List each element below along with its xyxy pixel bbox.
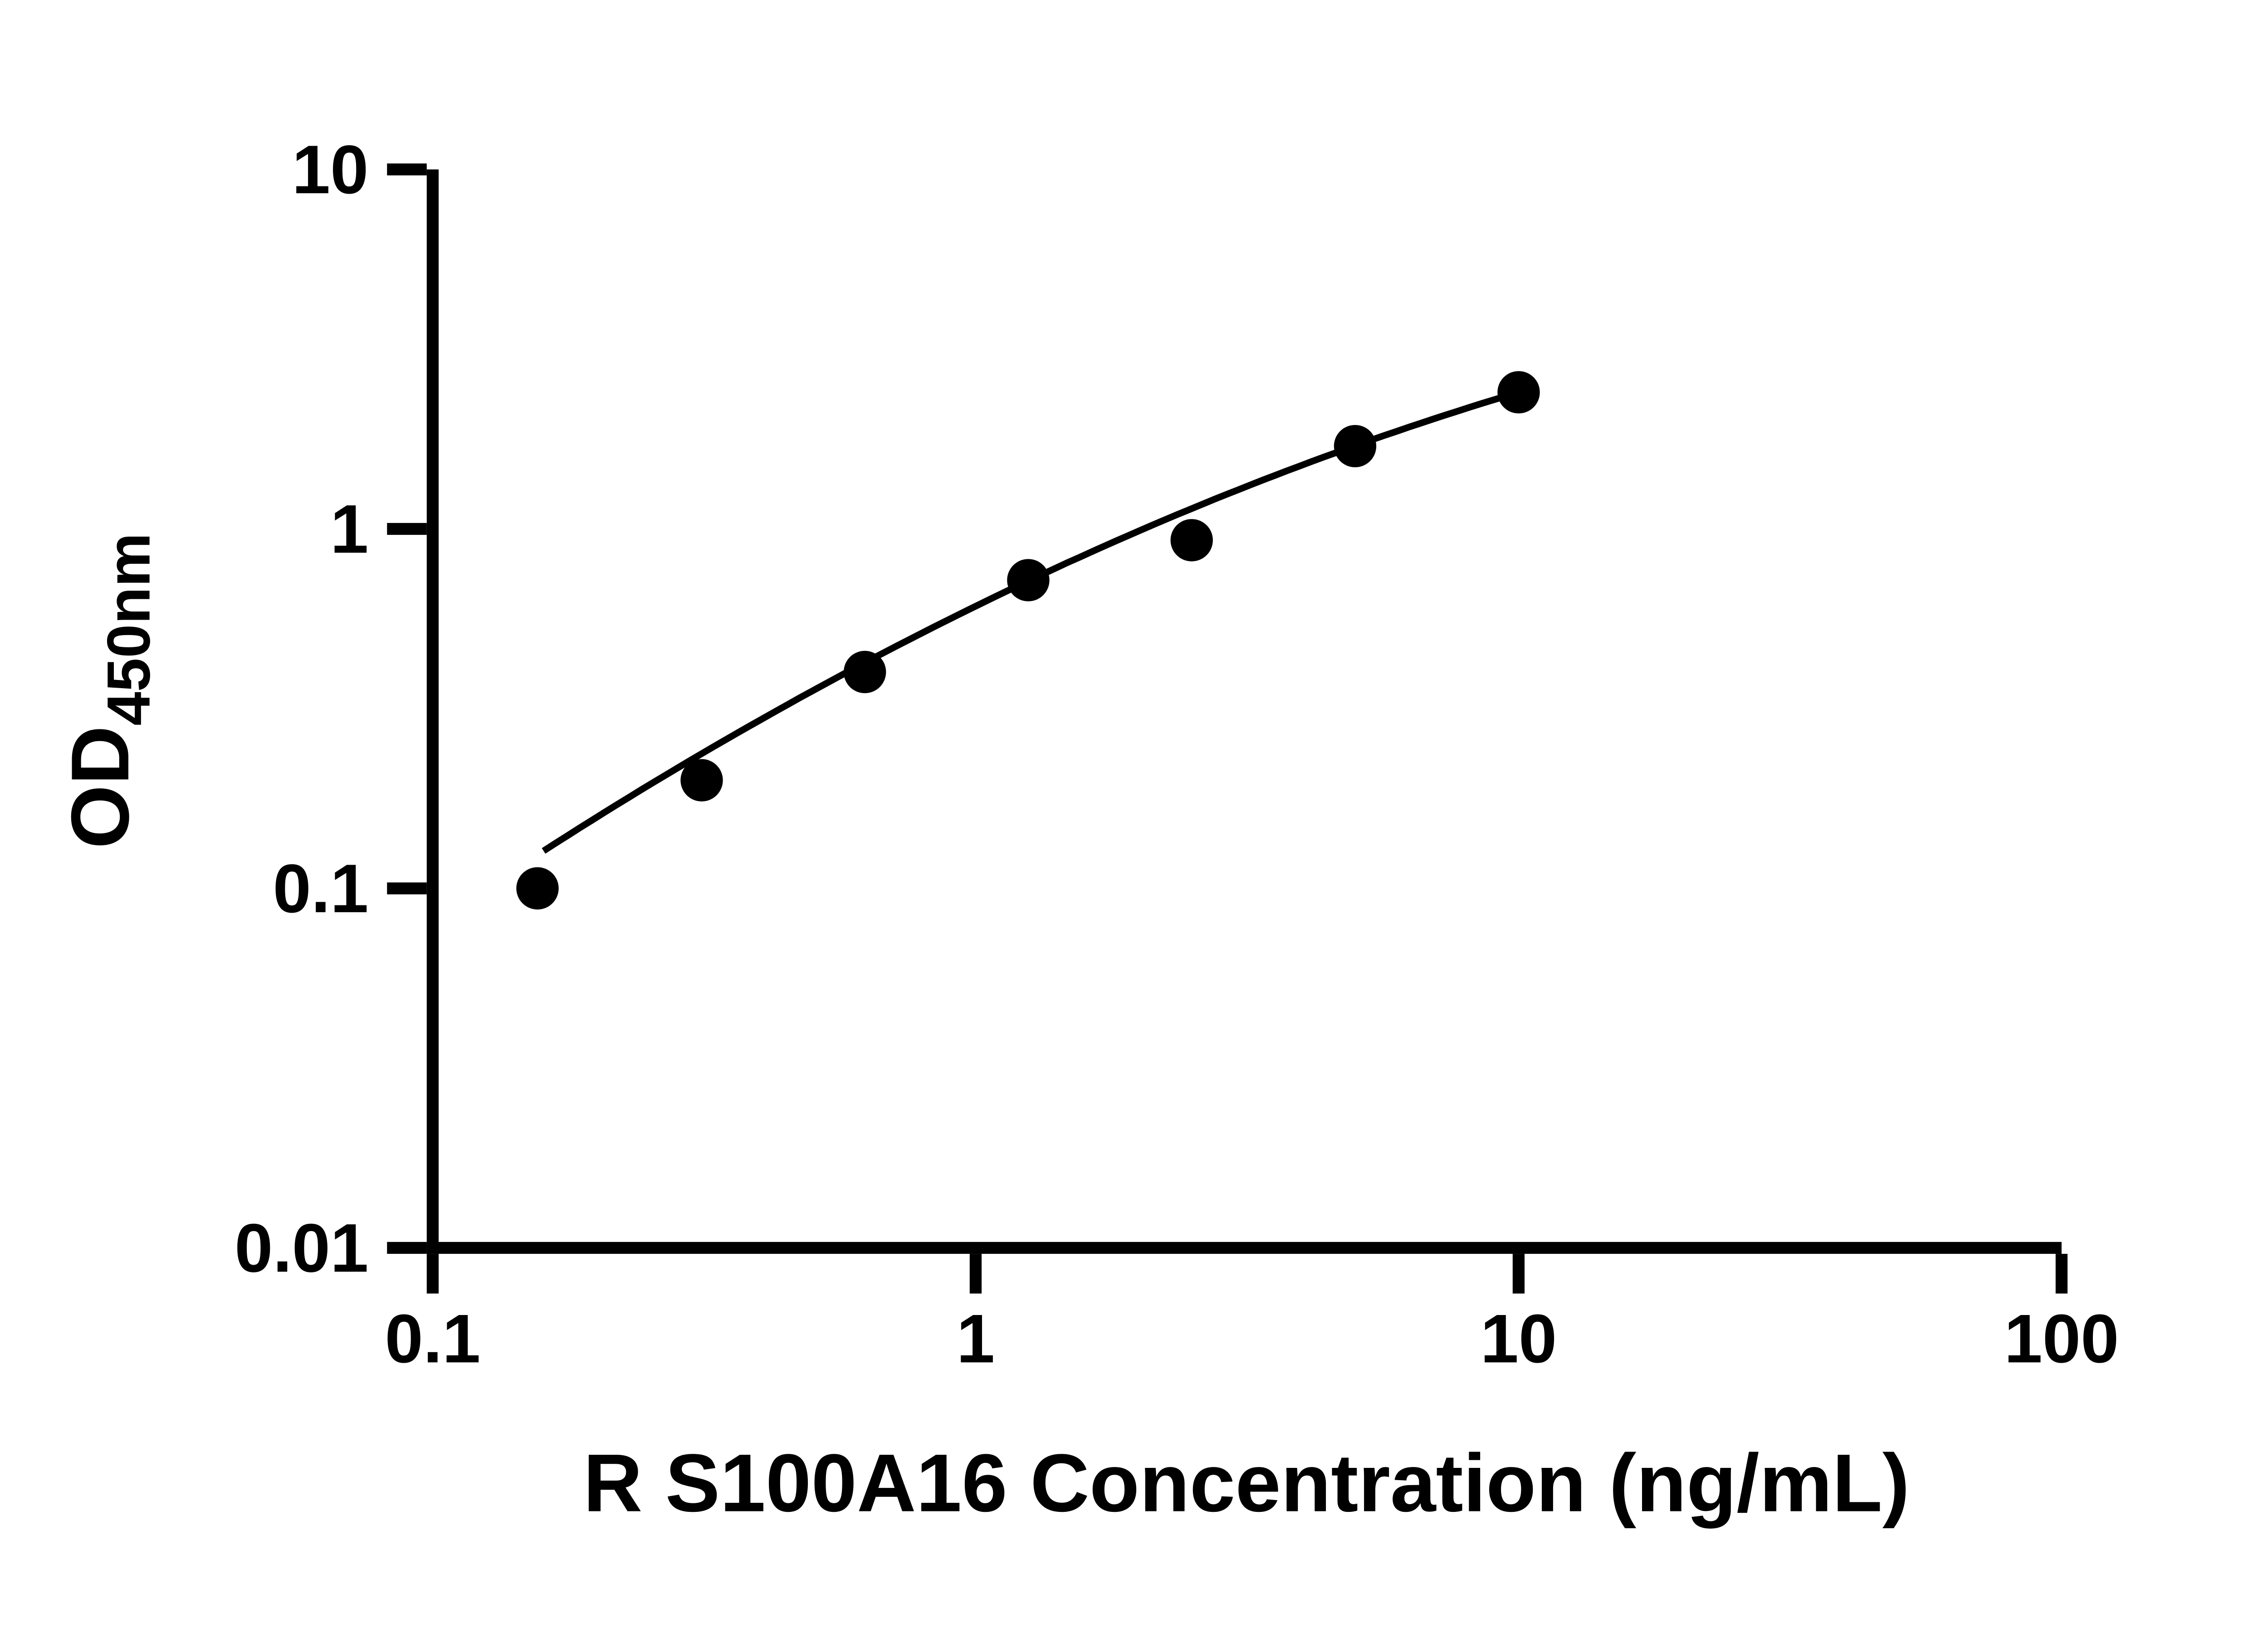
data-point: [843, 650, 886, 694]
y-tick-label: 0.1: [273, 851, 369, 927]
x-tick-label: 1: [957, 1301, 995, 1377]
y-tick-label: 0.01: [235, 1210, 368, 1287]
x-tick-label: 100: [2004, 1301, 2119, 1377]
y-axis-title-main: OD: [54, 726, 146, 849]
data-point: [516, 867, 559, 910]
data-point: [1334, 425, 1377, 468]
x-tick-label: 0.1: [385, 1301, 480, 1377]
x-axis-title: R S100A16 Concentration (ng/mL): [583, 1437, 1910, 1529]
data-point: [1497, 371, 1540, 414]
x-tick-label: 10: [1481, 1301, 1557, 1377]
y-tick-label: 1: [330, 491, 368, 568]
y-axis-title: OD450nm: [54, 533, 163, 849]
data-point: [1170, 519, 1213, 562]
data-point: [680, 759, 723, 802]
y-axis-title-subscript: 450nm: [95, 533, 163, 726]
y-tick-label: 10: [292, 132, 369, 208]
data-point: [1007, 559, 1050, 601]
